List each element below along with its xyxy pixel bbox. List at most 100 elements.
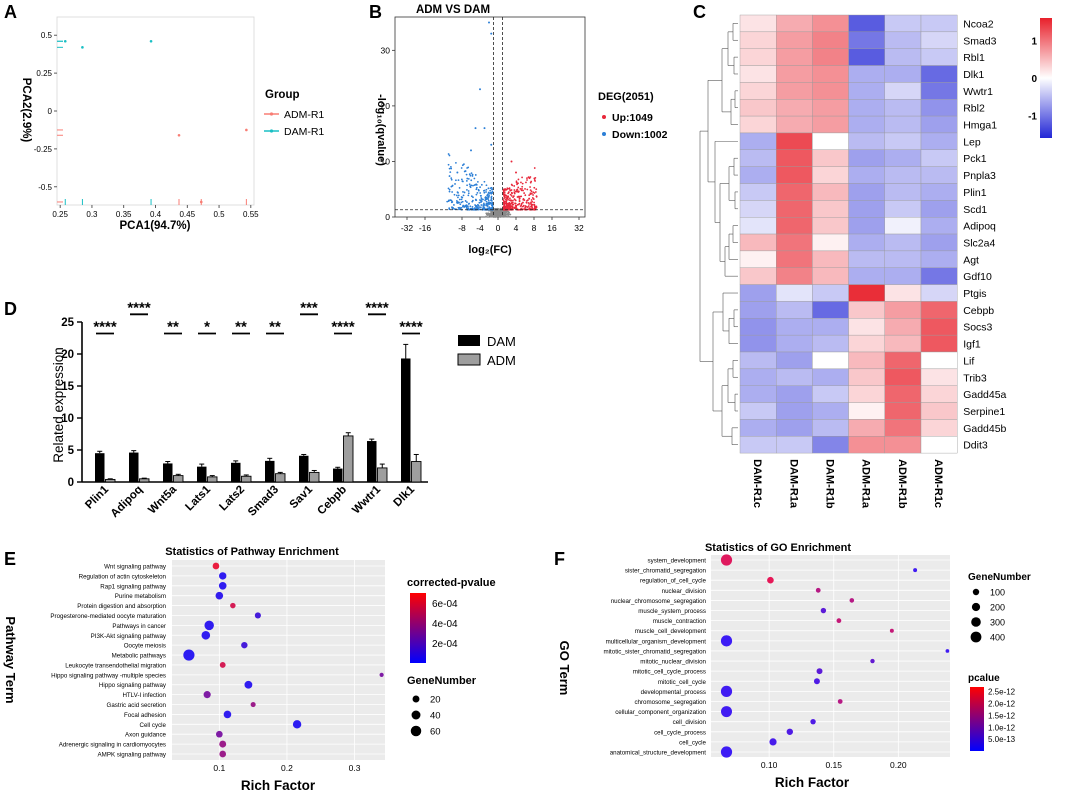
pathway-size-legend: 20 40 60 [410, 695, 441, 738]
volcano-point-ns [488, 214, 491, 217]
pca-y-tick-label: 0.25 [36, 69, 52, 78]
go-term-label: muscle_contraction [653, 618, 707, 625]
volcano-point-down [484, 196, 487, 199]
go-term-label: mitotic_nuclear_division [640, 659, 706, 666]
heatmap-cell [776, 82, 813, 100]
volcano-point-down [487, 199, 490, 202]
volcano-point-down [479, 186, 481, 189]
heatmap-cell [776, 368, 813, 386]
pathway-term-label: PI3K-Akt signaling pathway [91, 633, 167, 640]
go-dot [769, 738, 777, 746]
bar-adm [309, 471, 320, 483]
go-y-label: GO Term [557, 641, 572, 696]
volcano-point-down [471, 199, 474, 202]
pca-x-tick-label: 0.5 [213, 210, 225, 219]
volcano-point-up [515, 207, 518, 209]
heatmap-cell [848, 318, 885, 336]
heatmap-cell [776, 166, 813, 184]
pathway-term-label: Focal adhesion [124, 712, 167, 719]
bar-category-label: Smad3 [246, 484, 281, 519]
bar-category-label: Lats1 [183, 483, 213, 513]
heatmap-cell [884, 368, 922, 386]
volcano-point-up [508, 197, 511, 200]
volcano-point-down [470, 195, 473, 198]
volcano-point-up [511, 199, 514, 202]
pca-ticks: 0.25 0.3 0.35 0.4 0.45 0.5 0.55 0.5 0.25 0 -0.25 -0… [34, 31, 259, 219]
volcano-point-up [517, 190, 520, 193]
bar-category-label: Sav1 [288, 483, 316, 511]
volcano-point-down [462, 190, 464, 193]
heatmap-cell [739, 284, 777, 302]
heatmap-cell [884, 14, 922, 33]
volcano-point-up [503, 205, 506, 208]
volcano-point-down [478, 206, 481, 209]
go-term-label: sister_chromatid_segregation [625, 568, 707, 575]
volcano-point-down [468, 173, 471, 176]
heatmap-cell [920, 132, 958, 150]
go-size-dot [971, 617, 981, 627]
volcano-point-down [491, 204, 494, 207]
pathway-color-legend-title: corrected-pvalue [407, 577, 496, 589]
volcano-x-tick-label: 8 [532, 223, 537, 233]
volcano-point-notable [456, 171, 459, 174]
go-dot [913, 568, 918, 573]
bar-dam [265, 460, 275, 482]
volcano-point-ns [507, 212, 509, 215]
bar-adm [207, 476, 218, 483]
volcano-y-label: -log₁₀(qvalue) [375, 94, 387, 166]
go-color-gradient [970, 687, 984, 751]
go-color-legend: 2.5e-12 2.0e-12 1.5e-12 1.0e-12 5.0e-13 [970, 687, 1016, 751]
volcano-point-up [530, 190, 533, 193]
bar-adm [241, 475, 252, 483]
pathway-dot [219, 750, 227, 758]
volcano-point-down [476, 191, 479, 194]
heatmap-cell [884, 82, 922, 100]
volcano-point-up [516, 190, 519, 193]
heatmap-cell [884, 166, 922, 184]
pca-legend-label-dam: DAM-R1 [284, 126, 324, 138]
bar-significance: ********** * ** ***************** [93, 299, 423, 335]
volcano-y-tick-label: 30 [381, 45, 391, 55]
pca-point-dam-r1 [81, 46, 84, 49]
go-term-label: mitotic_cell_cycle [658, 679, 707, 686]
pathway-dot [203, 691, 211, 699]
volcano-point-up [517, 178, 520, 181]
heatmap-cell [739, 385, 777, 403]
volcano-point-down [467, 194, 470, 197]
heatmap-row-label: Ptgis [963, 288, 986, 300]
bar-dam [231, 462, 241, 482]
volcano-point-down [477, 189, 480, 192]
heatmap-cell [739, 149, 777, 167]
go-size-tick: 100 [990, 588, 1005, 598]
volcano-point-up [528, 207, 531, 209]
volcano-point-down [449, 199, 452, 202]
volcano-point-down [474, 207, 476, 209]
panel-letter-a: A [4, 2, 17, 22]
heatmap-column-labels: DAM-R1c DAM-R1a DAM-R1b ADM-R1a ADM-R1b ADM-R… [751, 459, 944, 509]
volcano-point-up [508, 205, 510, 208]
go-term-label: cell_cycle [679, 739, 706, 746]
pca-legend-title: Group [265, 89, 300, 101]
go-term-labels: system_development sister_chromatid_segre… [604, 558, 707, 757]
volcano-point-up [517, 208, 520, 211]
volcano-title: ADM VS DAM [416, 4, 490, 16]
pca-x-tick-label: 0.45 [179, 210, 195, 219]
volcano-point-down [459, 203, 462, 206]
go-color-legend-title: pcalue [968, 673, 1000, 684]
volcano-point-up [508, 206, 511, 209]
volcano-point-down [450, 201, 453, 204]
volcano-point-up [526, 177, 528, 180]
heatmap-cell [812, 14, 849, 33]
bar-y-tick-label: 0 [68, 477, 74, 489]
bar-category-label: Wwtr1 [350, 483, 383, 516]
volcano-point-up [519, 188, 522, 190]
volcano-point-down [464, 204, 467, 207]
heatmap-colorbar: 1 0 -1 [1028, 18, 1052, 138]
volcano-point-down [458, 208, 460, 211]
bar-adm [411, 461, 422, 483]
heatmap-cell [812, 166, 849, 184]
pca-legend-dot-dam [269, 129, 274, 133]
volcano-point-notable [510, 160, 513, 163]
pca-point-dam-r1 [63, 39, 67, 43]
heatmap-row-label: Gadd45b [963, 423, 1006, 435]
